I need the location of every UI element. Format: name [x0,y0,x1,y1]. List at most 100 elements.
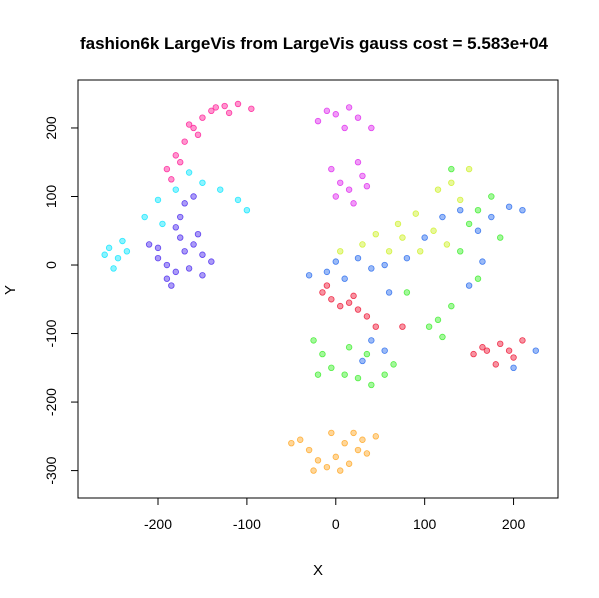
scatter-point [497,340,504,348]
scatter-point [421,234,428,241]
scatter-point [359,357,366,365]
scatter-point [465,165,473,173]
y-tick-label: 100 [43,185,59,209]
scatter-point [248,105,255,112]
scatter-point [190,124,197,132]
scatter-point [465,220,473,228]
scatter-point [372,323,379,330]
scatter-point [328,165,335,173]
scatter-point [154,244,162,252]
scatter-point [474,275,482,282]
points-layer [101,100,539,474]
scatter-point [101,251,108,258]
scatter-point [172,268,179,276]
scatter-point [181,200,188,207]
y-tick-label: -100 [43,319,59,347]
scatter-point [345,104,353,111]
scatter-point [368,381,375,389]
scatter-point [190,193,197,200]
scatter-point [199,179,206,186]
scatter-point [368,124,375,132]
scatter-point [319,289,326,296]
scatter-point [412,210,419,217]
scatter-point [434,186,442,193]
scatter-point [457,248,464,255]
scatter-point [194,230,202,238]
scatter-point [199,272,206,279]
scatter-point [194,131,202,139]
scatter-point [345,186,353,193]
y-axis-title: Y [2,285,19,295]
scatter-point [114,254,122,262]
y-tick-label: 0 [43,261,59,269]
scatter-point [359,436,366,443]
scatter-point [110,265,117,272]
y-tick-label: -200 [43,388,59,416]
scatter-point [234,196,242,204]
scatter-point [234,100,242,108]
scatter-point [154,196,162,204]
scatter-point [341,371,348,378]
scatter-point [314,457,322,464]
scatter-point [177,213,184,221]
scatter-point [510,354,517,361]
scatter-point [350,292,357,300]
scatter-point [488,213,495,221]
scatter-point [448,302,455,310]
scatter-point [208,258,215,265]
scatter-point [519,206,526,214]
scatter-point [385,248,393,255]
scatter-point [208,107,215,115]
scatter-point [177,234,184,241]
scatter-point [225,109,233,117]
x-tick-label: 0 [332,516,340,532]
scatter-point [505,203,513,210]
scatter-point [434,316,442,324]
scatter-point [337,248,344,255]
scatter-point [181,138,188,145]
scatter-point [314,371,322,378]
scatter-point [363,313,371,320]
scatter-point [243,206,251,214]
scatter-point [172,224,179,231]
scatter-point [341,439,348,447]
scatter-point [448,165,455,173]
scatter-point [399,323,406,330]
scatter-point [363,350,371,358]
scatter-point [483,347,491,354]
scatter-point [337,179,344,186]
scatter-point [185,121,193,128]
scatter-point [328,364,335,372]
scatter-point [363,183,371,190]
scatter-point [337,467,344,474]
scatter-point [185,265,193,272]
scatter-point [403,254,411,262]
scatter-point [119,237,126,245]
scatter-point [105,244,113,252]
scatter-point [510,364,517,372]
scatter-point [372,230,379,238]
scatter-point [479,344,486,351]
scatter-point [328,429,335,437]
scatter-point [217,186,224,193]
scatter-point [372,433,379,440]
scatter-point [332,453,339,461]
scatter-point [185,169,193,176]
scatter-point [439,213,446,221]
scatter-point [390,361,397,368]
scatter-point [199,114,206,121]
scatter-point [310,467,317,474]
x-tick-label: -200 [144,516,172,532]
scatter-point [323,107,331,115]
scatter-point [154,254,162,262]
x-tick-label: 100 [413,516,437,532]
scatter-point [439,333,446,341]
scatter-point [443,241,451,248]
scatter-point [297,436,304,443]
scatter-point [319,350,326,358]
x-axis-title: X [313,562,323,579]
scatter-point [190,241,197,248]
scatter-point [470,350,477,358]
scatter-point [323,268,331,276]
